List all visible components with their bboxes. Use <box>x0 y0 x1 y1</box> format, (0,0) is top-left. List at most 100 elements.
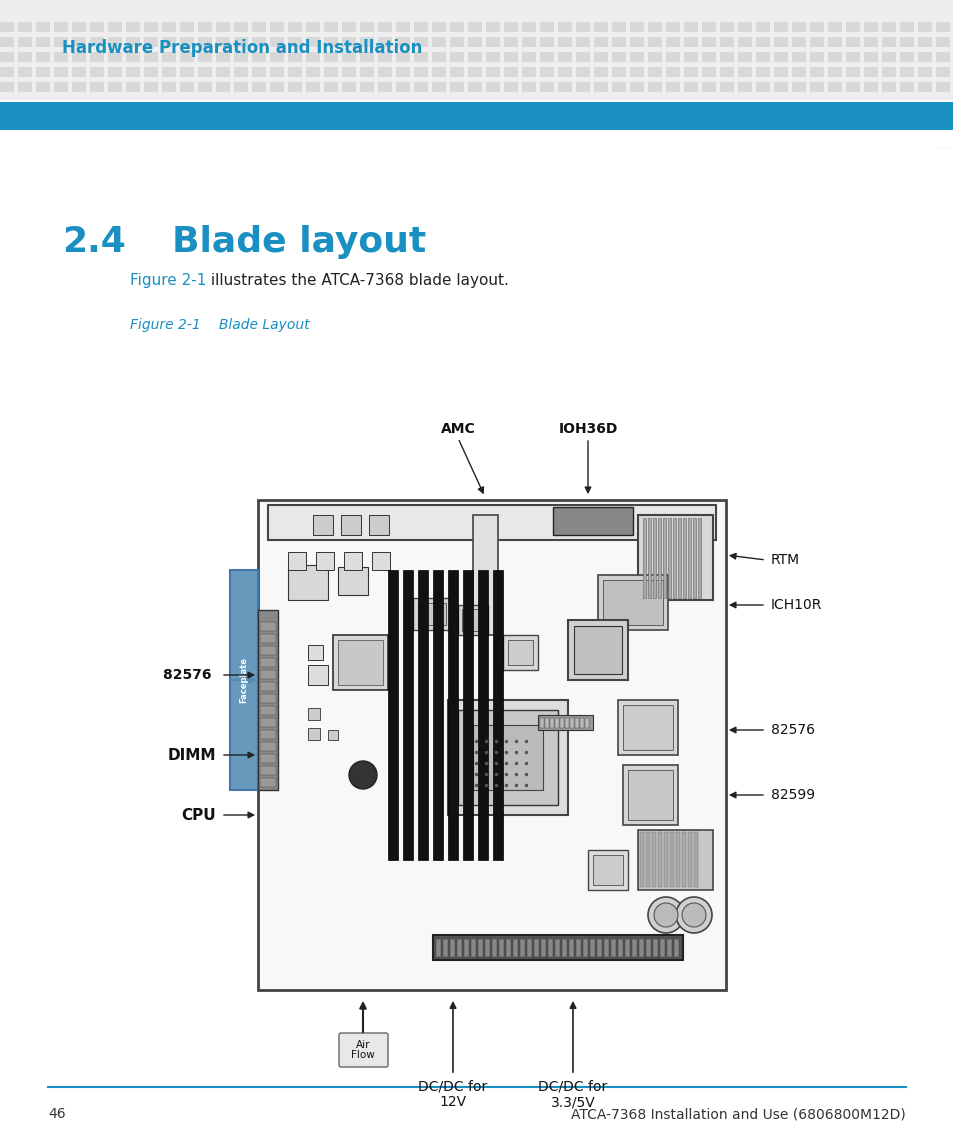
Bar <box>436 939 440 957</box>
Bar <box>198 37 212 47</box>
Bar <box>0 0 953 100</box>
Bar <box>344 552 361 570</box>
Bar <box>681 832 685 887</box>
Bar <box>260 718 275 727</box>
Bar <box>917 82 931 92</box>
Bar <box>260 670 275 679</box>
Bar <box>526 939 532 957</box>
Bar <box>539 718 543 728</box>
Bar <box>652 939 658 957</box>
Bar <box>288 82 302 92</box>
Text: 82576: 82576 <box>162 668 215 682</box>
Bar <box>144 52 158 62</box>
Bar <box>0 52 14 62</box>
Bar <box>260 634 275 643</box>
Bar <box>260 742 275 751</box>
Bar <box>288 37 302 47</box>
Bar <box>324 22 337 32</box>
Bar <box>485 68 499 77</box>
Bar <box>676 832 679 887</box>
Bar <box>377 52 392 62</box>
Bar <box>359 22 374 32</box>
Bar <box>507 640 533 665</box>
Bar <box>54 52 68 62</box>
Bar <box>468 37 481 47</box>
Bar <box>36 68 50 77</box>
Bar <box>457 710 558 805</box>
Bar <box>602 581 662 625</box>
Bar <box>539 68 554 77</box>
Bar <box>215 82 230 92</box>
Bar <box>233 37 248 47</box>
Bar <box>809 22 823 32</box>
Text: RTM: RTM <box>770 553 800 567</box>
Text: DC/DC for
3.3/5V: DC/DC for 3.3/5V <box>537 1080 607 1110</box>
Bar <box>503 37 517 47</box>
Bar <box>126 22 140 32</box>
Bar <box>71 52 86 62</box>
Bar <box>306 22 319 32</box>
Bar <box>503 68 517 77</box>
Bar <box>627 769 672 820</box>
Bar <box>315 552 334 570</box>
Bar <box>550 718 554 728</box>
Bar <box>433 570 442 860</box>
Bar <box>667 518 670 598</box>
Bar <box>288 564 328 600</box>
Bar <box>198 52 212 62</box>
Bar <box>215 68 230 77</box>
Bar <box>629 37 643 47</box>
Bar <box>791 82 805 92</box>
Bar <box>308 728 319 740</box>
Bar <box>917 37 931 47</box>
Bar <box>720 68 733 77</box>
Bar <box>642 518 645 598</box>
Bar <box>162 52 175 62</box>
Bar <box>414 37 428 47</box>
Bar <box>612 22 625 32</box>
Text: Faceplate: Faceplate <box>239 657 248 703</box>
Bar <box>448 570 457 860</box>
Bar <box>612 52 625 62</box>
Bar <box>773 22 787 32</box>
Bar <box>308 708 319 720</box>
Bar <box>576 22 589 32</box>
Bar <box>492 939 497 957</box>
Bar <box>270 82 284 92</box>
Bar <box>413 598 451 630</box>
Text: 82576: 82576 <box>770 722 814 737</box>
Bar <box>539 22 554 32</box>
Bar <box>260 755 275 763</box>
Bar <box>432 22 446 32</box>
Bar <box>683 82 698 92</box>
Bar <box>260 706 275 714</box>
Bar <box>521 52 536 62</box>
Text: Figure 2-1: Figure 2-1 <box>130 318 200 332</box>
Bar <box>521 82 536 92</box>
Bar <box>622 705 672 750</box>
Bar <box>414 52 428 62</box>
Bar <box>414 82 428 92</box>
Bar <box>845 68 859 77</box>
Bar <box>629 68 643 77</box>
Bar <box>36 37 50 47</box>
Bar <box>71 82 86 92</box>
Bar <box>773 82 787 92</box>
Bar <box>827 68 841 77</box>
Bar <box>612 82 625 92</box>
Bar <box>809 68 823 77</box>
Bar <box>845 82 859 92</box>
Bar <box>90 68 104 77</box>
Bar <box>180 68 193 77</box>
Text: illustrates the ATCA-7368 blade layout.: illustrates the ATCA-7368 blade layout. <box>206 273 508 289</box>
Bar <box>720 22 733 32</box>
Bar <box>18 82 32 92</box>
Bar <box>755 22 769 32</box>
Bar <box>629 22 643 32</box>
Bar <box>417 603 446 625</box>
Bar <box>369 515 389 535</box>
Bar <box>233 82 248 92</box>
Bar <box>144 37 158 47</box>
Bar <box>340 515 360 535</box>
Bar <box>432 37 446 47</box>
